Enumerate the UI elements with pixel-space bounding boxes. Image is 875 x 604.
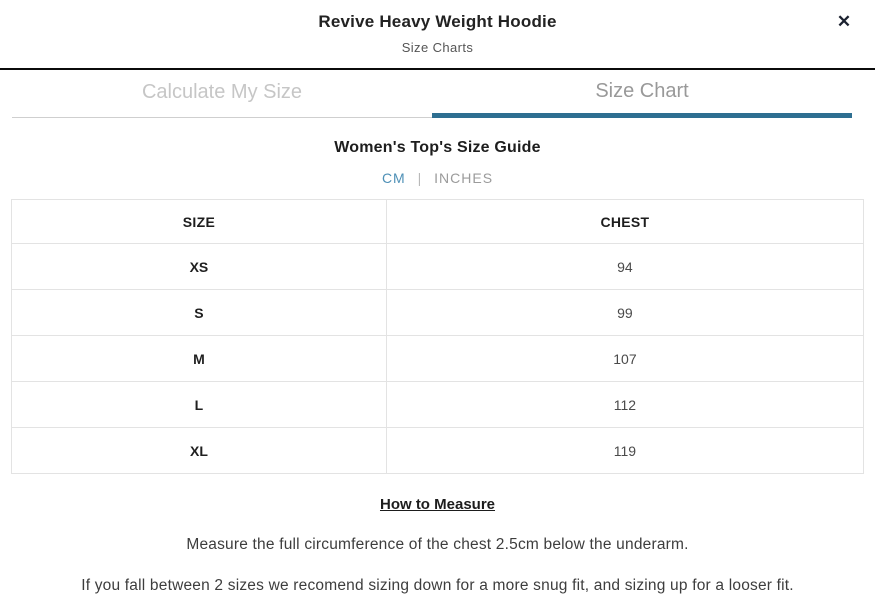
table-row: L 112 [11,381,865,428]
size-cell: XL [11,427,387,474]
size-guide-heading: Women's Top's Size Guide [334,139,541,156]
modal-header: Revive Heavy Weight Hoodie Size Charts ✕ [0,0,875,70]
size-column-header: SIZE [11,199,387,244]
table-row: M 107 [11,335,865,382]
table-row: XL 119 [11,427,865,474]
chest-cell: 94 [385,243,865,290]
tab-bar: Calculate My Size Size Chart [12,70,852,118]
modal-title: Revive Heavy Weight Hoodie [318,12,557,31]
unit-toggle: CM | INCHES [0,170,875,186]
tab-size-chart-label: Size Chart [595,80,689,102]
chest-cell: 119 [385,427,865,474]
size-cell: L [11,381,387,428]
chest-cell: 107 [385,335,865,382]
size-table: SIZE CHEST XS 94 S 99 M 107 L 112 XL 119 [11,199,865,474]
chest-column-header: CHEST [385,199,865,244]
measure-instruction-line2: If you fall between 2 sizes we recomend … [81,577,794,594]
table-header-row: SIZE CHEST [11,199,865,244]
measure-instruction-line1: Measure the full circumference of the ch… [186,536,689,553]
table-row: XS 94 [11,243,865,290]
chest-cell: 99 [385,289,865,336]
size-cell: XS [11,243,387,290]
how-to-measure-heading: How to Measure [379,496,496,513]
unit-cm-option[interactable]: CM [381,170,406,186]
tab-size-chart[interactable]: Size Chart [432,70,852,118]
unit-separator: | [417,170,423,186]
unit-inches-option[interactable]: INCHES [434,170,494,186]
chest-cell: 112 [385,381,865,428]
tab-calculate-my-size-label: Calculate My Size [141,81,303,103]
tab-calculate-my-size[interactable]: Calculate My Size [12,70,432,118]
size-cell: M [11,335,387,382]
size-cell: S [11,289,387,336]
close-icon[interactable]: ✕ [832,10,856,34]
table-row: S 99 [11,289,865,336]
modal-subtitle: Size Charts [401,40,474,55]
